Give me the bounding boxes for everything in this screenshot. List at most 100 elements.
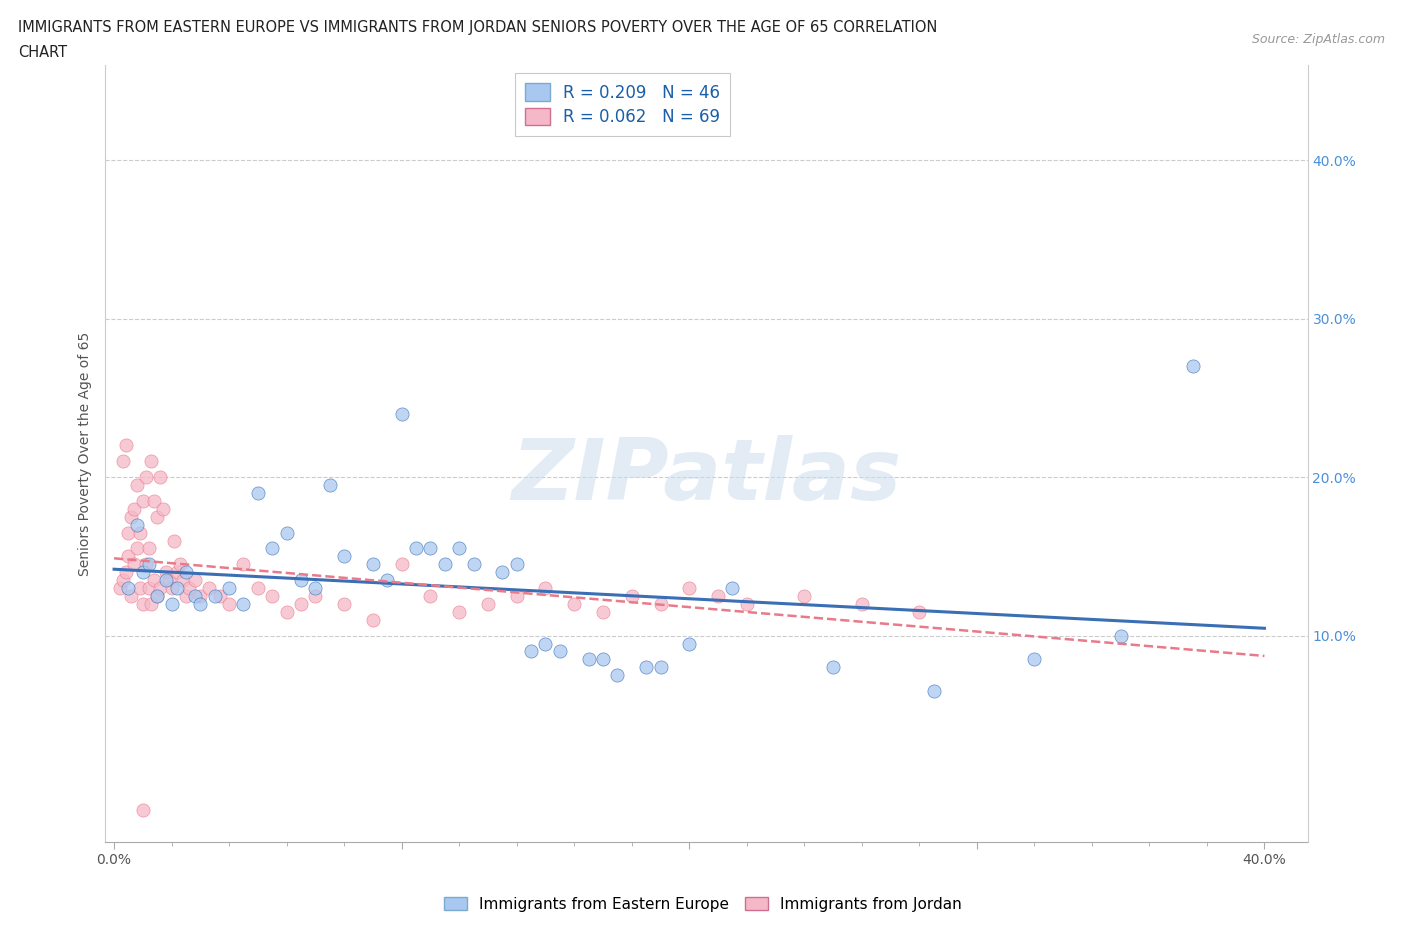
Point	[506, 589, 529, 604]
Point	[129, 580, 152, 595]
Point	[141, 596, 163, 611]
Point	[333, 596, 356, 611]
Point	[169, 557, 191, 572]
Point	[135, 557, 157, 572]
Point	[127, 541, 149, 556]
Point	[166, 580, 188, 595]
Point	[138, 580, 160, 595]
Point	[155, 573, 177, 588]
Point	[117, 525, 139, 540]
Point	[132, 803, 155, 817]
Point	[143, 573, 166, 588]
Point	[117, 549, 139, 564]
Point	[562, 596, 585, 611]
Point	[851, 596, 873, 611]
Point	[520, 644, 543, 659]
Point	[333, 549, 356, 564]
Point	[361, 612, 384, 627]
Text: IMMIGRANTS FROM EASTERN EUROPE VS IMMIGRANTS FROM JORDAN SENIORS POVERTY OVER TH: IMMIGRANTS FROM EASTERN EUROPE VS IMMIGR…	[18, 20, 938, 35]
Point	[319, 478, 342, 493]
Y-axis label: Seniors Poverty Over the Age of 65: Seniors Poverty Over the Age of 65	[79, 331, 93, 576]
Point	[276, 604, 298, 619]
Point	[218, 580, 240, 595]
Point	[433, 557, 456, 572]
Point	[592, 604, 614, 619]
Point	[149, 580, 172, 595]
Point	[209, 589, 232, 604]
Point	[108, 580, 131, 595]
Point	[391, 557, 413, 572]
Point	[132, 494, 155, 509]
Point	[304, 580, 326, 595]
Point	[463, 557, 485, 572]
Point	[361, 557, 384, 572]
Point	[290, 596, 312, 611]
Point	[138, 541, 160, 556]
Point	[548, 644, 571, 659]
Point	[129, 525, 152, 540]
Point	[592, 652, 614, 667]
Point	[375, 573, 398, 588]
Point	[721, 580, 744, 595]
Point	[122, 557, 145, 572]
Point	[449, 604, 471, 619]
Point	[149, 470, 172, 485]
Point	[172, 573, 194, 588]
Point	[419, 589, 441, 604]
Point	[821, 660, 844, 675]
Point	[262, 541, 284, 556]
Point	[120, 510, 142, 525]
Point	[606, 668, 628, 683]
Point	[174, 589, 197, 604]
Point	[188, 589, 212, 604]
Point	[132, 596, 155, 611]
Point	[232, 557, 254, 572]
Point	[419, 541, 441, 556]
Point	[132, 565, 155, 579]
Point	[491, 565, 513, 579]
Point	[218, 596, 240, 611]
Legend: R = 0.209   N = 46, R = 0.062   N = 69: R = 0.209 N = 46, R = 0.062 N = 69	[515, 73, 730, 137]
Text: ZIPatlas: ZIPatlas	[512, 435, 901, 518]
Point	[174, 565, 197, 579]
Point	[146, 510, 169, 525]
Point	[650, 596, 672, 611]
Point	[143, 494, 166, 509]
Point	[578, 652, 600, 667]
Point	[534, 636, 557, 651]
Point	[135, 470, 157, 485]
Point	[146, 589, 169, 604]
Point	[650, 660, 672, 675]
Point	[678, 636, 700, 651]
Point	[1109, 628, 1132, 643]
Point	[405, 541, 427, 556]
Point	[246, 485, 269, 500]
Point	[122, 501, 145, 516]
Point	[127, 517, 149, 532]
Point	[114, 438, 136, 453]
Point	[620, 589, 643, 604]
Point	[506, 557, 529, 572]
Point	[160, 596, 183, 611]
Point	[636, 660, 658, 675]
Point	[117, 580, 139, 595]
Point	[449, 541, 471, 556]
Point	[152, 501, 174, 516]
Point	[183, 589, 205, 604]
Point	[204, 589, 226, 604]
Point	[183, 573, 205, 588]
Point	[146, 589, 169, 604]
Point	[114, 565, 136, 579]
Point	[922, 684, 945, 698]
Point	[155, 565, 177, 579]
Point	[391, 406, 413, 421]
Text: CHART: CHART	[18, 45, 67, 60]
Point	[177, 580, 200, 595]
Point	[1181, 359, 1204, 374]
Point	[188, 596, 212, 611]
Point	[1024, 652, 1046, 667]
Text: Source: ZipAtlas.com: Source: ZipAtlas.com	[1251, 33, 1385, 46]
Point	[908, 604, 931, 619]
Point	[157, 573, 180, 588]
Point	[246, 580, 269, 595]
